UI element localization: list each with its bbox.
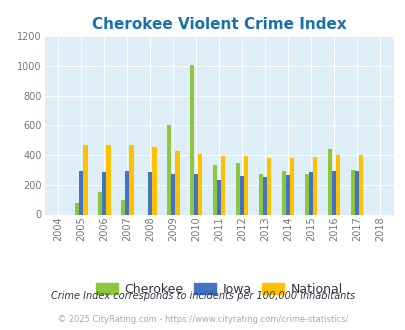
Bar (190, 65, 194, 214)
Bar (121, 200, 125, 215)
Bar (171, 174, 175, 214)
Bar (304, 175, 308, 215)
Bar (167, 125, 171, 214)
Bar (266, 158, 271, 214)
Text: © 2025 CityRating.com - https://www.cityrating.com/crime-statistics/: © 2025 CityRating.com - https://www.city… (58, 315, 347, 324)
Bar (79, 171, 83, 214)
Bar (281, 171, 286, 214)
Bar (106, 145, 110, 214)
Bar (198, 154, 202, 214)
Bar (350, 170, 354, 215)
Title: Cherokee Violent Crime Index: Cherokee Violent Crime Index (92, 17, 346, 32)
Bar (312, 157, 317, 214)
Bar (354, 171, 358, 214)
Bar (286, 175, 290, 214)
Bar (327, 149, 331, 214)
Bar (308, 172, 312, 215)
Bar (217, 180, 221, 214)
Bar (125, 171, 129, 214)
Bar (290, 158, 294, 214)
Bar (239, 176, 244, 214)
Bar (235, 163, 239, 214)
Bar (98, 192, 102, 214)
Bar (75, 203, 79, 214)
Bar (194, 175, 198, 215)
Bar (213, 166, 217, 214)
Bar (83, 145, 87, 214)
Bar (221, 156, 225, 214)
Bar (148, 172, 152, 215)
Text: Crime Index corresponds to incidents per 100,000 inhabitants: Crime Index corresponds to incidents per… (51, 291, 354, 301)
Bar (262, 177, 266, 214)
Legend: Cherokee, Iowa, National: Cherokee, Iowa, National (91, 278, 347, 301)
Bar (129, 146, 133, 214)
Bar (335, 155, 339, 214)
Bar (102, 172, 106, 215)
Bar (175, 150, 179, 214)
Bar (358, 155, 362, 214)
Bar (244, 156, 248, 214)
Bar (258, 175, 262, 215)
Bar (331, 171, 335, 214)
Bar (152, 147, 156, 214)
